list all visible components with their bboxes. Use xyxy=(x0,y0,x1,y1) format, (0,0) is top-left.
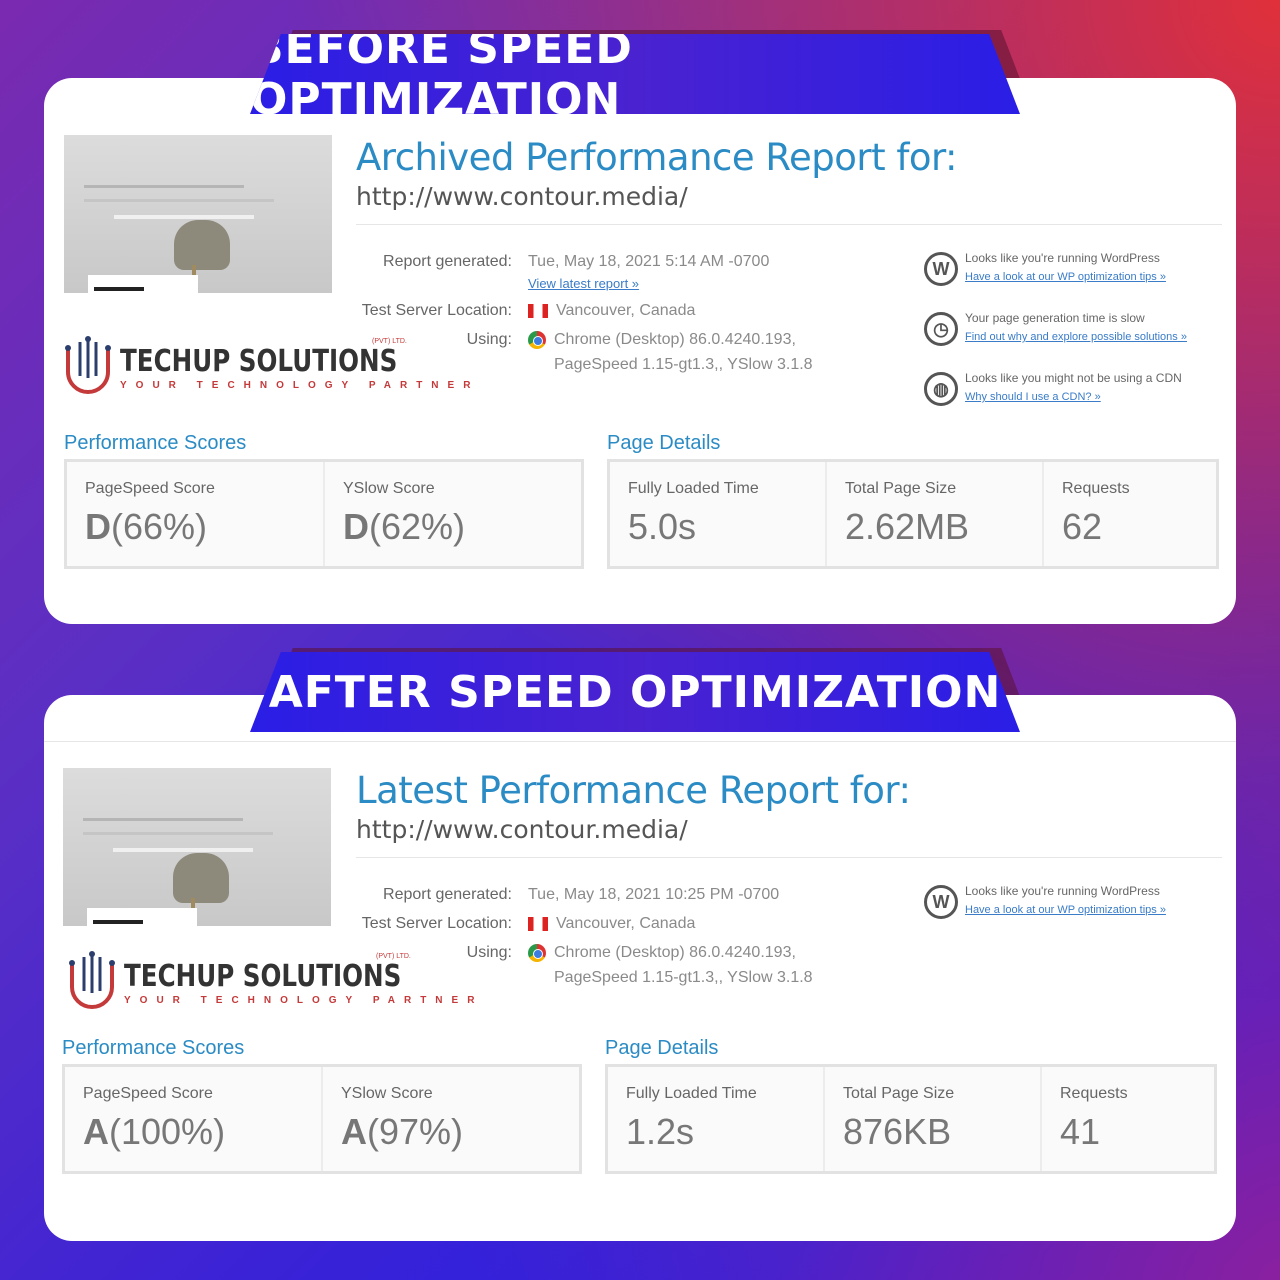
server-location-label: Test Server Location: xyxy=(361,302,512,319)
performance-scores-box: PageSpeed Score D(66%) YSlow Score D(62%… xyxy=(64,459,584,569)
page-size-cell: Total Page Size 876KB xyxy=(825,1067,1042,1171)
yslow-label: YSlow Score xyxy=(343,480,435,497)
server-location-value: Vancouver, Canada xyxy=(528,302,695,320)
divider xyxy=(44,741,1236,742)
page-size-value: 876KB xyxy=(843,1111,952,1152)
logo-pvt: (PVT) LTD. xyxy=(372,338,407,345)
report-title: Archived Performance Report for: xyxy=(356,136,958,179)
report-url: http://www.contour.media/ xyxy=(356,182,688,211)
before-banner: BEFORE SPEED OPTIMIZATION xyxy=(250,34,1020,114)
page-details-heading: Page Details xyxy=(607,432,721,454)
performance-scores-heading: Performance Scores xyxy=(62,1037,245,1059)
site-thumbnail xyxy=(64,135,332,293)
page-details-box: Fully Loaded Time 5.0s Total Page Size 2… xyxy=(607,459,1219,569)
yslow-score-cell: YSlow Score D(62%) xyxy=(325,462,581,566)
divider xyxy=(356,224,1222,225)
logo-name: TECHUP SOLUTIONS xyxy=(120,344,398,379)
canada-flag-icon xyxy=(528,916,548,931)
pagespeed-label: PageSpeed Score xyxy=(85,480,215,497)
logo-tagline: YOUR TECHNOLOGY PARTNER xyxy=(120,380,480,391)
pagespeed-score: A(100%) xyxy=(83,1111,226,1152)
pagespeed-score: D(66%) xyxy=(85,506,208,547)
performance-scores-box: PageSpeed Score A(100%) YSlow Score A(97… xyxy=(62,1064,582,1174)
fully-loaded-cell: Fully Loaded Time 1.2s xyxy=(608,1067,825,1171)
fully-loaded-value: 1.2s xyxy=(626,1111,695,1152)
report-generated-value: Tue, May 18, 2021 10:25 PM -0700 xyxy=(528,886,780,903)
logo-mark-icon xyxy=(65,336,111,394)
techup-logo: TECHUP SOLUTIONS YOUR TECHNOLOGY PARTNER… xyxy=(62,336,470,406)
pagespeed-score-cell: PageSpeed Score D(66%) xyxy=(67,462,325,566)
stopwatch-icon: ◷ xyxy=(924,312,958,346)
requests-label: Requests xyxy=(1062,480,1130,497)
logo-tagline: YOUR TECHNOLOGY PARTNER xyxy=(124,995,484,1006)
using-value: Chrome (Desktop) 86.0.4240.193, xyxy=(528,331,796,349)
requests-value: 41 xyxy=(1060,1111,1101,1152)
view-latest-link[interactable]: View latest report » xyxy=(528,276,640,291)
requests-cell: Requests 41 xyxy=(1042,1067,1214,1171)
pagespeed-score-cell: PageSpeed Score A(100%) xyxy=(65,1067,323,1171)
before-report-panel: Archived Performance Report for: http://… xyxy=(44,78,1236,624)
server-location-value: Vancouver, Canada xyxy=(528,915,695,933)
tip-link[interactable]: Why should I use a CDN? » xyxy=(965,391,1101,403)
after-banner: AFTER SPEED OPTIMIZATION xyxy=(250,652,1020,732)
report-generated-value: Tue, May 18, 2021 5:14 AM -0700 xyxy=(528,253,770,270)
logo-mark-icon xyxy=(69,951,115,1009)
logo-pvt: (PVT) LTD. xyxy=(376,953,411,960)
pagespeed-label: PageSpeed Score xyxy=(83,1085,213,1102)
report-generated-label: Report generated: xyxy=(383,886,512,903)
fully-loaded-value: 5.0s xyxy=(628,506,697,547)
tip-text: Looks like you might not be using a CDN xyxy=(965,371,1182,385)
requests-value: 62 xyxy=(1062,506,1103,547)
yslow-label: YSlow Score xyxy=(341,1085,433,1102)
page-size-value: 2.62MB xyxy=(845,506,970,547)
server-location-label: Test Server Location: xyxy=(361,915,512,932)
fully-loaded-label: Fully Loaded Time xyxy=(626,1085,757,1102)
before-banner-text: BEFORE SPEED OPTIMIZATION xyxy=(250,23,633,125)
divider xyxy=(356,857,1222,858)
fully-loaded-cell: Fully Loaded Time 5.0s xyxy=(610,462,827,566)
report-generated-label: Report generated: xyxy=(383,253,512,270)
logo-name: TECHUP SOLUTIONS xyxy=(124,959,402,994)
using-value: Chrome (Desktop) 86.0.4240.193, xyxy=(528,944,796,962)
canada-flag-icon xyxy=(528,303,548,318)
page-details-box: Fully Loaded Time 1.2s Total Page Size 8… xyxy=(605,1064,1217,1174)
tip-link[interactable]: Have a look at our WP optimization tips … xyxy=(965,904,1166,916)
using-label: Using: xyxy=(466,944,512,961)
globe-icon: ◍ xyxy=(924,372,958,406)
report-title: Latest Performance Report for: xyxy=(356,769,911,812)
requests-cell: Requests 62 xyxy=(1044,462,1216,566)
yslow-score: A(97%) xyxy=(341,1111,464,1152)
tip-text: Looks like you're running WordPress xyxy=(965,884,1160,898)
using-value-line2: PageSpeed 1.15-gt1.3,, YSlow 3.1.8 xyxy=(554,969,813,986)
site-thumbnail xyxy=(63,768,331,926)
using-label: Using: xyxy=(466,331,512,348)
chrome-icon xyxy=(528,331,546,349)
performance-scores-heading: Performance Scores xyxy=(64,432,247,454)
requests-label: Requests xyxy=(1060,1085,1128,1102)
after-banner-text: AFTER SPEED OPTIMIZATION xyxy=(268,666,1002,718)
fully-loaded-label: Fully Loaded Time xyxy=(628,480,759,497)
page-size-label: Total Page Size xyxy=(845,480,957,497)
using-value-line2: PageSpeed 1.15-gt1.3,, YSlow 3.1.8 xyxy=(554,356,813,373)
tip-link[interactable]: Find out why and explore possible soluti… xyxy=(965,331,1187,343)
chrome-icon xyxy=(528,944,546,962)
tip-link[interactable]: Have a look at our WP optimization tips … xyxy=(965,271,1166,283)
wordpress-icon: W xyxy=(924,885,958,919)
tip-text: Your page generation time is slow xyxy=(965,311,1145,325)
page-size-label: Total Page Size xyxy=(843,1085,955,1102)
page-size-cell: Total Page Size 2.62MB xyxy=(827,462,1044,566)
techup-logo: TECHUP SOLUTIONS YOUR TECHNOLOGY PARTNER… xyxy=(66,951,474,1021)
page-details-heading: Page Details xyxy=(605,1037,719,1059)
wordpress-icon: W xyxy=(924,252,958,286)
yslow-score: D(62%) xyxy=(343,506,466,547)
report-url: http://www.contour.media/ xyxy=(356,815,688,844)
after-report-panel: Latest Performance Report for: http://ww… xyxy=(44,695,1236,1241)
tip-text: Looks like you're running WordPress xyxy=(965,251,1160,265)
yslow-score-cell: YSlow Score A(97%) xyxy=(323,1067,579,1171)
